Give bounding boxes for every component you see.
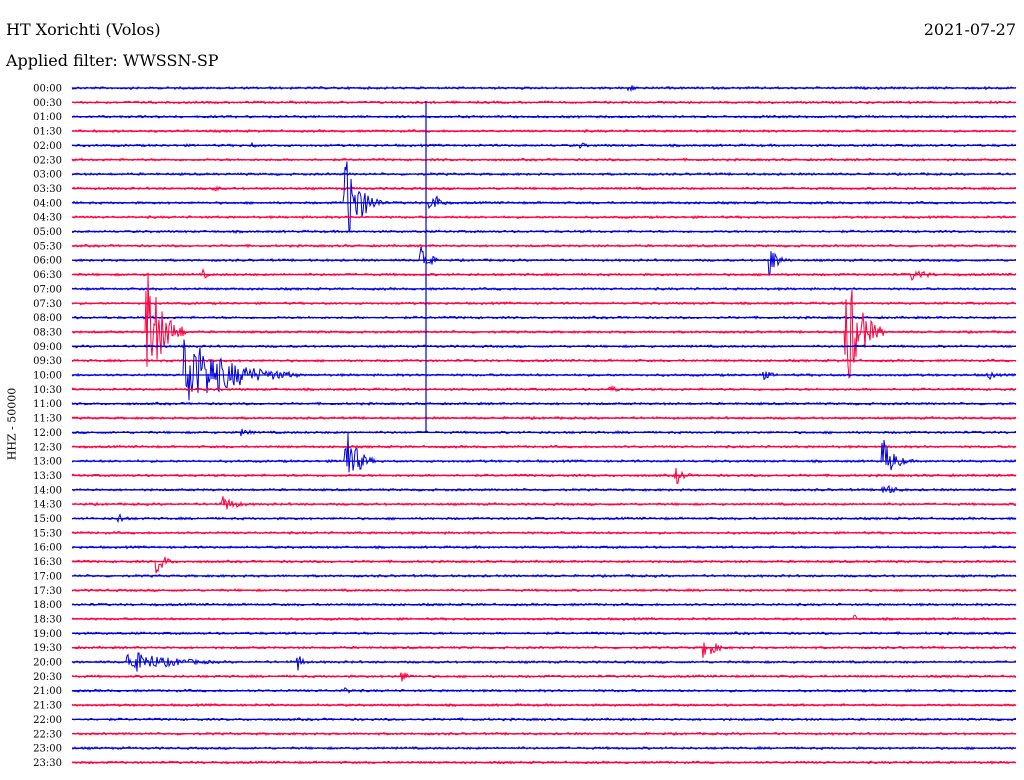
row-time-label: 13:30 xyxy=(33,471,62,482)
row-time-label: 17:30 xyxy=(33,586,62,597)
row-time-label: 03:00 xyxy=(33,170,62,181)
row-time-label: 17:00 xyxy=(33,571,62,582)
row-time-label: 10:30 xyxy=(33,385,62,396)
trace-line xyxy=(71,161,1017,232)
row-time-label: 07:00 xyxy=(33,284,62,295)
filter-label: Applied filter: WWSSN-SP xyxy=(6,51,219,70)
row-time-label: 05:00 xyxy=(33,227,62,238)
trace-line xyxy=(71,496,1017,510)
row-time-label: 00:00 xyxy=(33,84,62,95)
row-time-label: 12:00 xyxy=(33,428,62,439)
row-time-label: 16:30 xyxy=(33,557,62,568)
row-time-label: 02:00 xyxy=(33,141,62,152)
row-time-label: 06:30 xyxy=(33,270,62,281)
row-time-label: 23:00 xyxy=(33,744,62,755)
channel-label: HHZ - 50000 xyxy=(5,387,19,461)
row-time-label: 14:30 xyxy=(33,500,62,511)
row-time-label: 16:00 xyxy=(33,543,62,554)
row-time-label: 04:00 xyxy=(33,198,62,209)
row-time-label: 07:30 xyxy=(33,299,62,310)
row-time-label: 09:30 xyxy=(33,356,62,367)
row-time-label: 09:00 xyxy=(33,342,62,353)
row-time-label: 19:30 xyxy=(33,643,62,654)
row-time-label: 12:30 xyxy=(33,442,62,453)
row-time-label: 08:30 xyxy=(33,327,62,338)
row-time-label: 02:30 xyxy=(33,155,62,166)
row-time-label: 05:30 xyxy=(33,241,62,252)
trace-line xyxy=(71,246,1017,276)
row-time-label: 21:00 xyxy=(33,686,62,697)
station-title: HT Xorichti (Volos) xyxy=(6,20,161,39)
trace-line xyxy=(71,556,1017,574)
row-time-label: 15:00 xyxy=(33,514,62,525)
row-time-label: 10:00 xyxy=(33,371,62,382)
row-time-label: 11:00 xyxy=(33,399,62,410)
row-time-label: 01:00 xyxy=(33,112,62,123)
row-time-label: 03:30 xyxy=(33,184,62,195)
record-date: 2021-07-27 xyxy=(923,20,1016,39)
row-time-label: 22:00 xyxy=(33,715,62,726)
row-time-label: 18:00 xyxy=(33,600,62,611)
row-time-label: 21:30 xyxy=(33,701,62,712)
trace-line xyxy=(71,339,1017,401)
row-time-label: 01:30 xyxy=(33,127,62,138)
row-time-label: 06:00 xyxy=(33,256,62,267)
row-time-label: 18:30 xyxy=(33,614,62,625)
trace-line xyxy=(71,672,1017,682)
row-time-label: 15:30 xyxy=(33,528,62,539)
row-time-label: 08:00 xyxy=(33,313,62,324)
row-time-label: 20:30 xyxy=(33,672,62,683)
row-time-label: 11:30 xyxy=(33,414,62,425)
trace-line xyxy=(71,642,1017,658)
row-time-label: 00:30 xyxy=(33,98,62,109)
row-time-label: 20:00 xyxy=(33,658,62,669)
row-time-label: 13:00 xyxy=(33,457,62,468)
row-time-label: 04:30 xyxy=(33,213,62,224)
trace-line xyxy=(71,433,1017,473)
row-time-label: 23:30 xyxy=(33,758,62,769)
row-time-label: 22:30 xyxy=(33,729,62,740)
row-time-label: 14:00 xyxy=(33,485,62,496)
row-time-label: 19:00 xyxy=(33,629,62,640)
